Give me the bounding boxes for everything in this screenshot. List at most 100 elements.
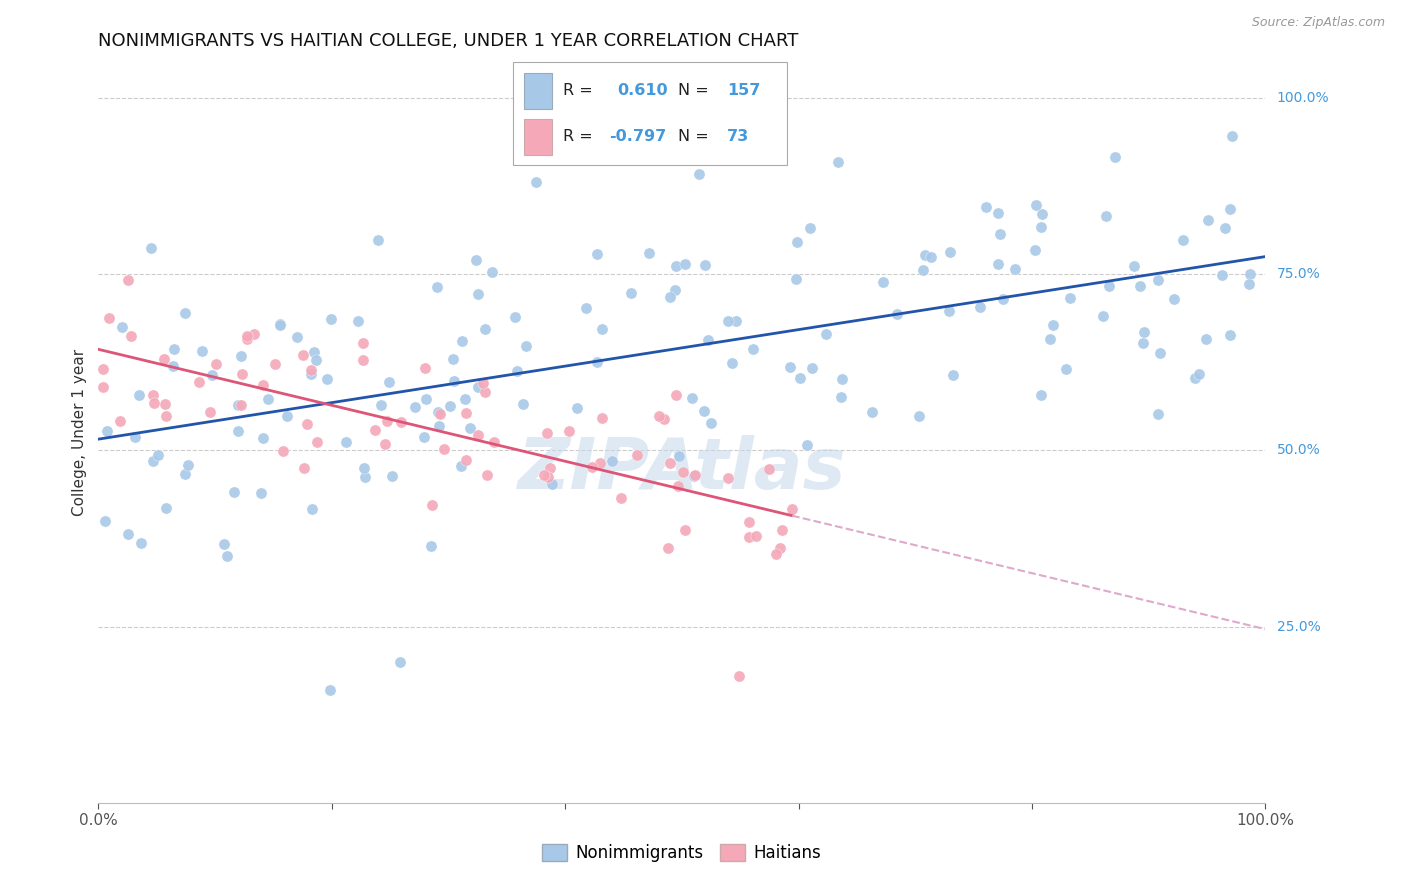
Point <box>292 348 315 362</box>
Point <box>142 387 165 401</box>
Point <box>481 265 503 279</box>
Point <box>443 351 465 366</box>
Legend: Nonimmigrants, Haitians: Nonimmigrants, Haitians <box>536 837 828 869</box>
Point <box>301 502 323 516</box>
Point <box>335 434 357 449</box>
Point <box>226 424 249 438</box>
Point <box>860 405 883 419</box>
Point <box>1195 332 1218 346</box>
Point <box>830 391 852 405</box>
Point <box>942 368 965 383</box>
Point <box>346 314 368 328</box>
Point <box>321 311 343 326</box>
Point <box>665 388 688 402</box>
Point <box>352 335 374 350</box>
Point <box>391 415 413 429</box>
Point <box>419 540 441 554</box>
Point <box>353 461 375 475</box>
Point <box>779 360 801 375</box>
Point <box>173 306 195 320</box>
Point <box>1098 279 1121 293</box>
Point <box>1211 268 1233 283</box>
Point <box>153 397 176 411</box>
Point <box>364 423 387 437</box>
Text: 100.0%: 100.0% <box>1277 91 1329 104</box>
Point <box>475 468 498 483</box>
Point <box>1149 346 1171 360</box>
Point <box>1237 277 1260 292</box>
Point <box>939 244 962 259</box>
Point <box>991 292 1014 306</box>
Point <box>269 318 291 332</box>
Point <box>600 453 623 467</box>
Point <box>827 155 849 169</box>
Point <box>389 655 412 669</box>
Point <box>664 284 686 298</box>
Point <box>524 175 547 189</box>
Point <box>541 477 564 491</box>
Point <box>672 465 695 479</box>
Point <box>177 458 200 472</box>
Point <box>155 409 177 424</box>
Point <box>620 286 643 301</box>
Point <box>1104 150 1126 164</box>
Point <box>163 342 186 356</box>
Point <box>1146 407 1168 421</box>
Point <box>269 317 291 331</box>
Point <box>299 363 322 377</box>
Point <box>155 501 177 516</box>
Point <box>120 329 142 343</box>
Point <box>758 462 780 476</box>
Point <box>668 449 690 463</box>
Point <box>451 334 474 348</box>
Point <box>200 404 222 418</box>
Point <box>1059 291 1081 305</box>
Point <box>987 257 1010 271</box>
Point <box>1039 332 1062 346</box>
Point <box>110 414 132 428</box>
Point <box>1219 328 1241 343</box>
Point <box>287 329 309 343</box>
Bar <box>524 73 551 109</box>
Point <box>765 547 787 561</box>
Point <box>374 436 396 450</box>
Point <box>264 357 287 371</box>
Point <box>1029 219 1052 234</box>
Point <box>96 424 118 438</box>
Point <box>235 332 257 346</box>
Text: 75.0%: 75.0% <box>1277 267 1320 281</box>
Bar <box>524 119 551 155</box>
Point <box>98 311 121 326</box>
Point <box>472 376 495 390</box>
Point <box>474 384 496 399</box>
Point <box>770 523 793 537</box>
Point <box>1031 388 1053 402</box>
Point <box>439 399 461 413</box>
Point <box>688 167 710 181</box>
Point <box>914 248 936 262</box>
Point <box>506 364 529 378</box>
Point <box>222 485 245 500</box>
Point <box>1042 318 1064 333</box>
Point <box>987 206 1010 220</box>
Point <box>367 233 389 247</box>
Point <box>581 459 603 474</box>
Point <box>908 409 931 423</box>
Point <box>1147 273 1170 287</box>
Point <box>1173 233 1195 247</box>
Point <box>769 541 792 555</box>
Point <box>425 280 447 294</box>
Point <box>236 328 259 343</box>
Point <box>533 468 555 483</box>
Point <box>443 375 465 389</box>
Point <box>467 380 489 394</box>
Point <box>1188 367 1211 381</box>
Point <box>700 416 723 430</box>
Point <box>153 352 176 367</box>
Point <box>454 453 477 467</box>
Point <box>537 470 560 484</box>
Point <box>1094 209 1116 223</box>
Point <box>94 515 117 529</box>
Point <box>415 392 437 407</box>
Point <box>1091 309 1114 323</box>
